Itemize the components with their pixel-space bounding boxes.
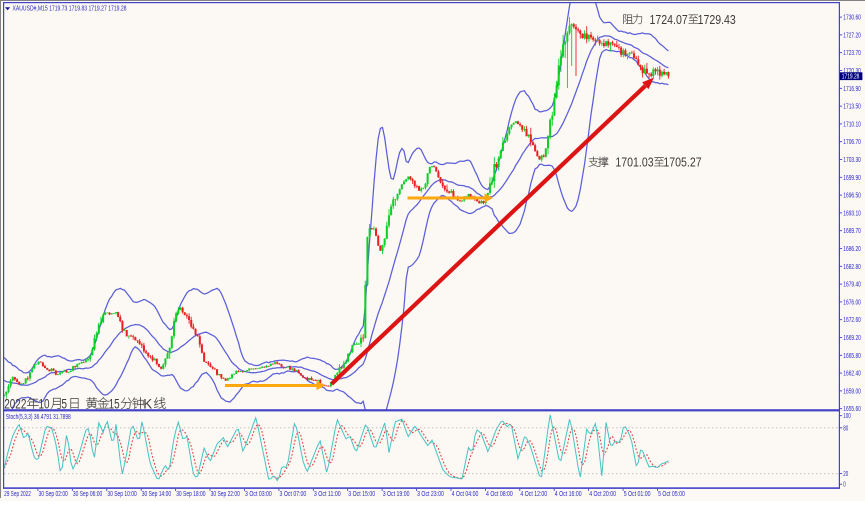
svg-text:1724.07: 1724.07 [650,13,688,27]
svg-text:1676.00: 1676.00 [843,299,861,306]
svg-text:1706.70: 1706.70 [843,139,861,146]
svg-text:3 Oct 07:00: 3 Oct 07:00 [280,491,307,498]
svg-text:3 Oct 19:00: 3 Oct 19:00 [383,491,410,498]
svg-text:1662.40: 1662.40 [843,371,861,378]
svg-text:3 Oct 15:00: 3 Oct 15:00 [348,491,375,498]
svg-text:30 Sep 10:00: 30 Sep 10:00 [107,491,136,498]
svg-text:1716.90: 1716.90 [843,86,861,93]
svg-text:1665.80: 1665.80 [843,353,861,360]
svg-text:29 Sep 2022: 29 Sep 2022 [4,491,31,498]
svg-text:10: 10 [39,397,50,412]
svg-text:30 Sep 18:00: 30 Sep 18:00 [176,491,205,498]
svg-text:5 Oct 01:00: 5 Oct 01:00 [624,491,651,498]
svg-text:1723.70: 1723.70 [843,50,861,57]
svg-text:15: 15 [109,397,120,412]
svg-text:0: 0 [843,482,846,489]
svg-text:1655.60: 1655.60 [843,406,861,413]
svg-text:1713.50: 1713.50 [843,104,861,111]
svg-text:1701.03: 1701.03 [615,156,653,170]
svg-text:XAUUSD#,M15 1719.73 1719.83 1: XAUUSD#,M15 1719.73 1719.83 1719.27 1719… [13,4,127,13]
svg-text:1705.27: 1705.27 [663,156,701,170]
svg-text:30 Sep 02:00: 30 Sep 02:00 [39,491,68,498]
svg-text:4 Oct 12:00: 4 Oct 12:00 [520,491,547,498]
svg-text:5: 5 [61,397,67,412]
svg-text:1719.28: 1719.28 [842,74,860,81]
svg-text:1686.20: 1686.20 [843,246,861,253]
svg-text:1689.70: 1689.70 [843,228,861,235]
svg-text:1729.43: 1729.43 [698,13,736,27]
svg-text:K: K [143,397,152,412]
svg-text:1703.30: 1703.30 [843,157,861,164]
svg-text:3 Oct 23:00: 3 Oct 23:00 [417,491,444,498]
svg-text:1696.50: 1696.50 [843,193,861,200]
svg-text:5 Oct 05:00: 5 Oct 05:00 [658,491,685,498]
svg-text:3 Oct 11:00: 3 Oct 11:00 [314,491,341,498]
svg-text:1679.40: 1679.40 [843,282,861,289]
svg-text:1720.30: 1720.30 [843,68,861,75]
svg-text:100: 100 [843,413,851,420]
svg-text:30 Sep 22:00: 30 Sep 22:00 [211,491,240,498]
svg-text:1669.20: 1669.20 [843,335,861,342]
svg-text:1672.60: 1672.60 [843,317,861,324]
svg-text:30 Sep 06:00: 30 Sep 06:00 [73,491,102,498]
svg-text:1699.90: 1699.90 [843,175,861,182]
svg-text:20: 20 [843,471,848,478]
svg-text:4 Oct 20:00: 4 Oct 20:00 [589,491,616,498]
svg-text:4 Oct 16:00: 4 Oct 16:00 [555,491,582,498]
svg-text:Stoch(5,3,3) 36.4791 31.7898: Stoch(5,3,3) 36.4791 31.7898 [6,414,71,421]
svg-text:30 Sep 14:00: 30 Sep 14:00 [142,491,171,498]
svg-text:1727.20: 1727.20 [843,32,861,39]
svg-text:4 Oct 04:00: 4 Oct 04:00 [452,491,479,498]
svg-text:80: 80 [843,425,848,432]
svg-text:2022: 2022 [4,397,26,412]
svg-text:4 Oct 08:00: 4 Oct 08:00 [486,491,513,498]
svg-text:1659.00: 1659.00 [843,388,861,395]
svg-text:1730.60: 1730.60 [843,15,861,22]
svg-text:1682.80: 1682.80 [843,264,861,271]
svg-text:3 Oct 03:00: 3 Oct 03:00 [245,491,272,498]
svg-text:1693.10: 1693.10 [843,210,861,217]
svg-text:1710.10: 1710.10 [843,121,861,128]
